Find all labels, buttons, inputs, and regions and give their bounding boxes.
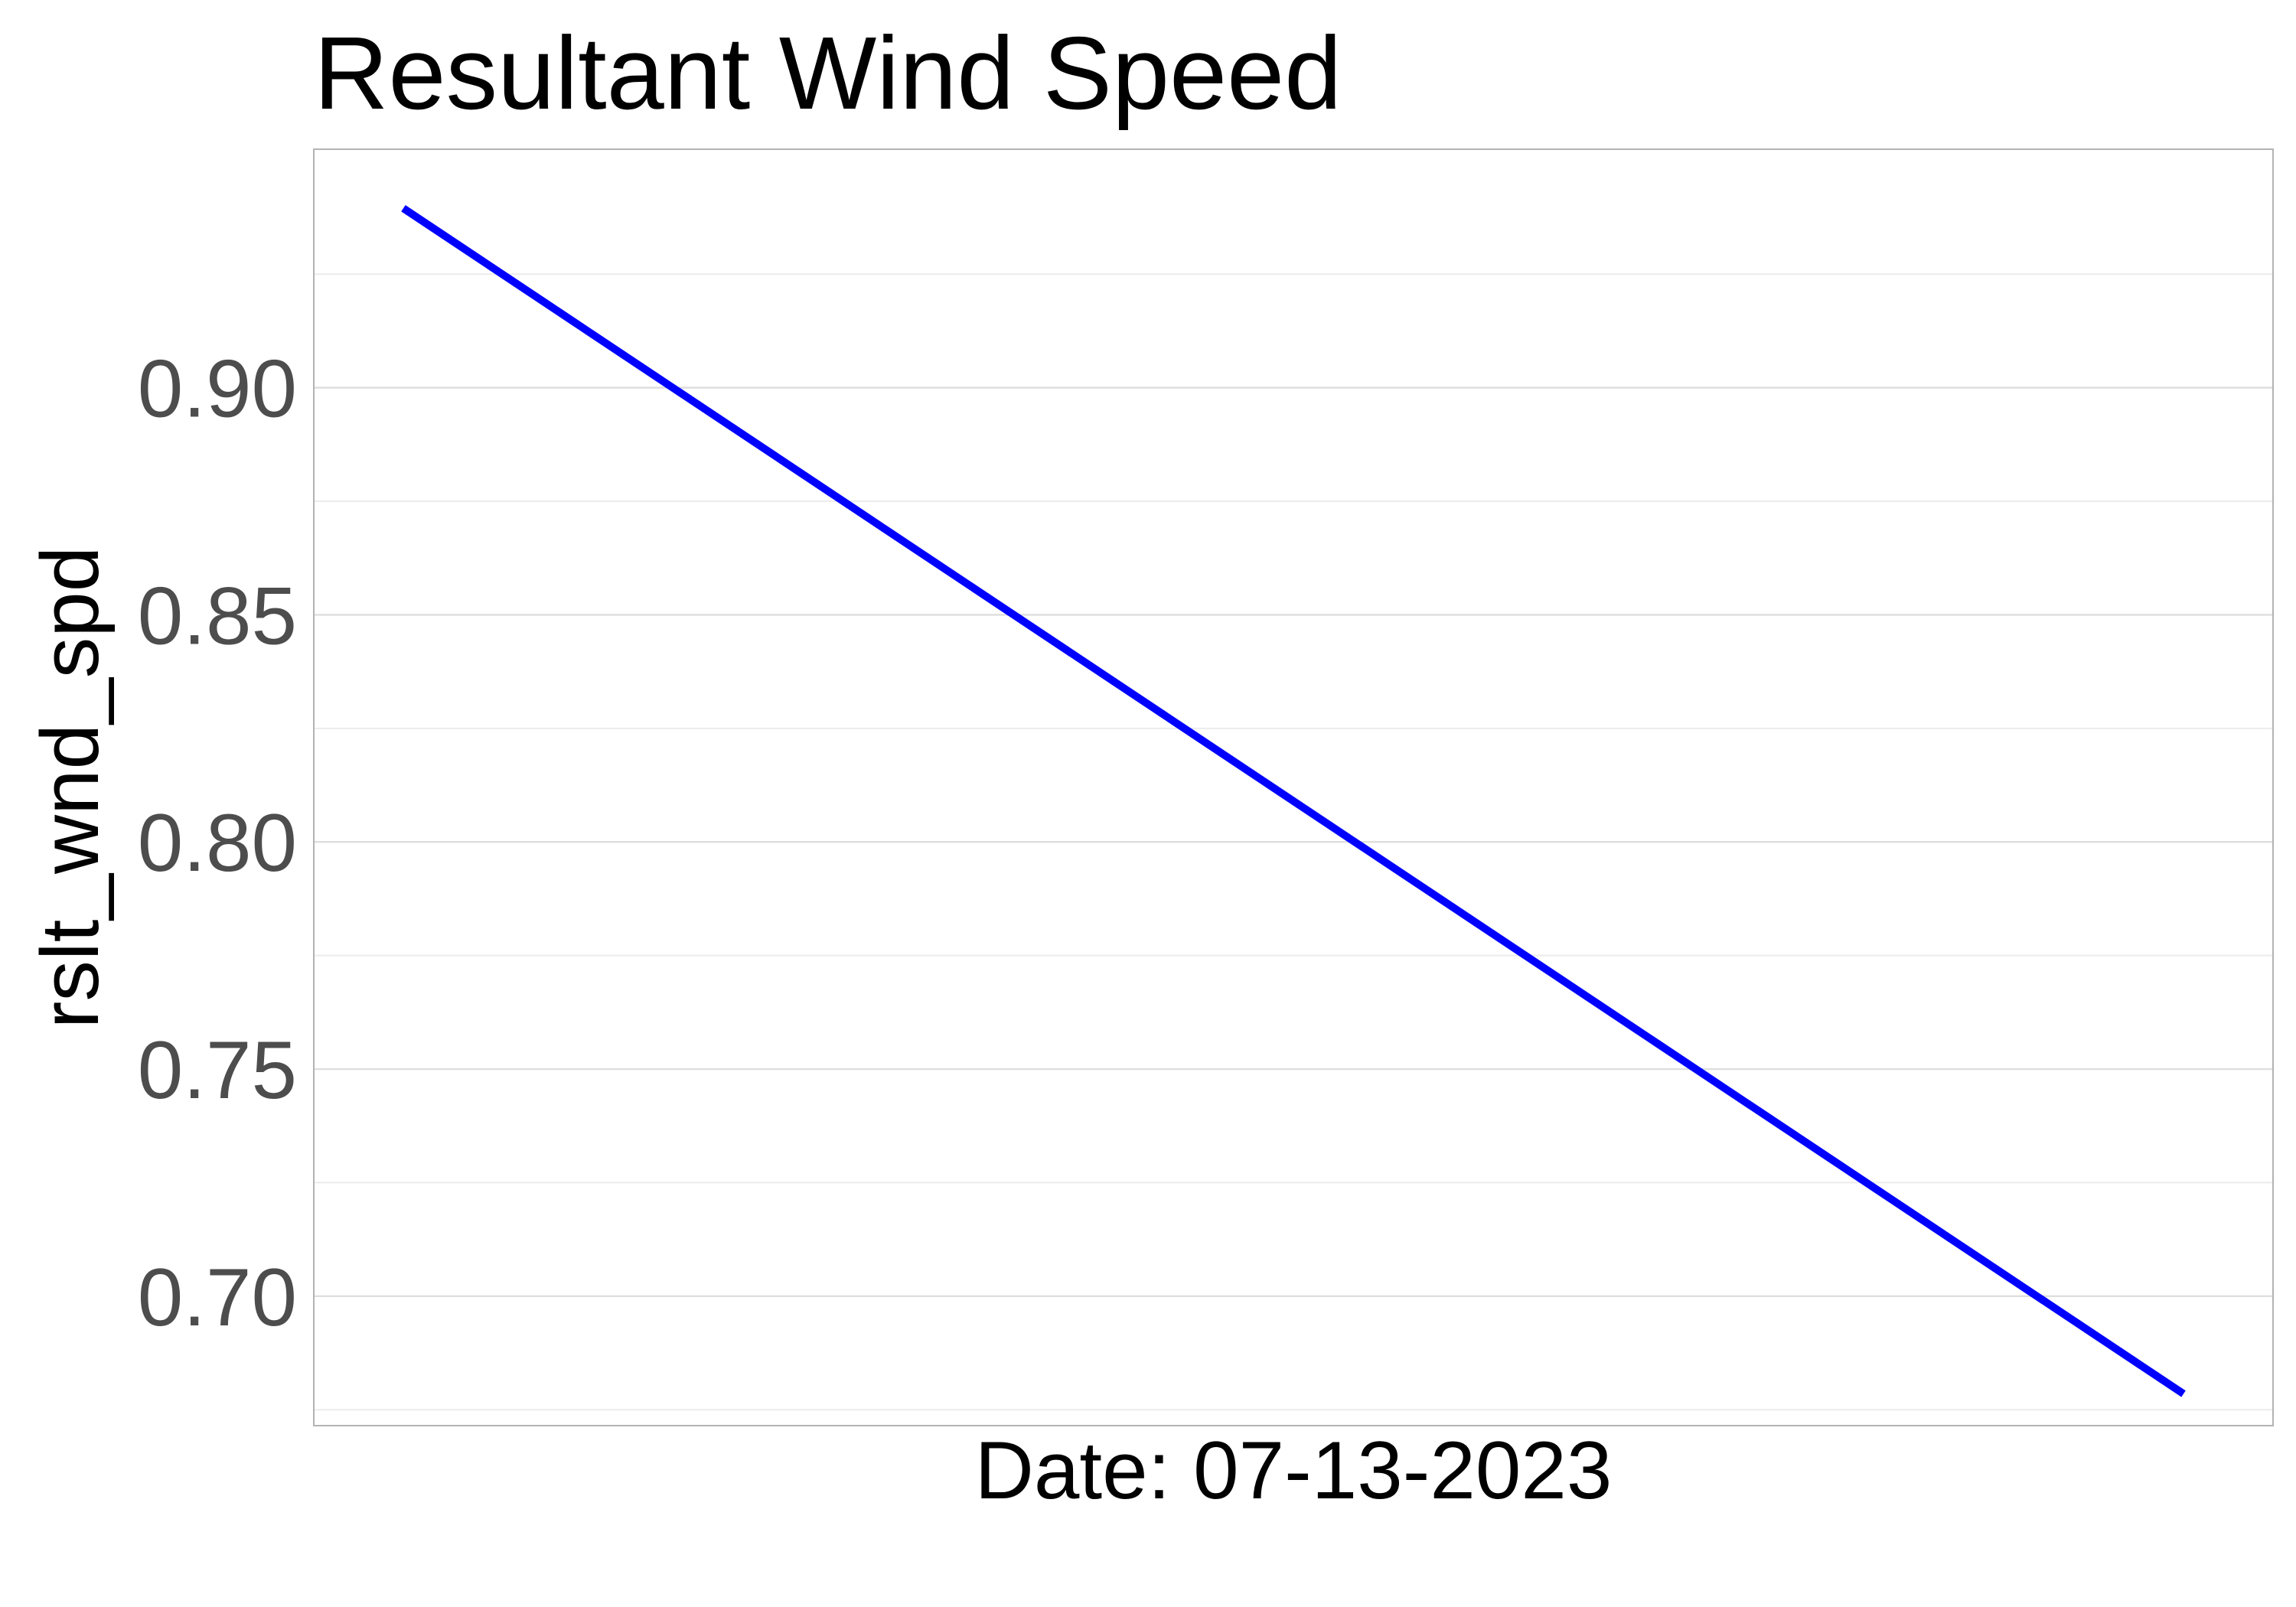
y-tick-label: 0.70 <box>138 1251 297 1343</box>
chart-title: Resultant Wind Speed <box>314 15 1342 131</box>
y-tick-label: 0.85 <box>138 569 297 661</box>
minor-gridlines <box>314 273 2273 1411</box>
y-tick-label: 0.90 <box>138 343 297 435</box>
y-axis-label: rslt_wnd_spd <box>24 546 116 1028</box>
y-tick-labels: 0.70 0.75 0.80 0.85 0.90 <box>138 343 297 1343</box>
x-axis-label: Date: 07-13-2023 <box>975 1424 1613 1516</box>
y-tick-label: 0.75 <box>138 1024 297 1116</box>
plot-panel-border <box>313 148 2274 1426</box>
series-layer <box>401 205 2186 1397</box>
series-line-0 <box>401 205 2186 1397</box>
major-gridlines <box>314 386 2273 1298</box>
y-tick-label: 0.80 <box>138 797 297 888</box>
